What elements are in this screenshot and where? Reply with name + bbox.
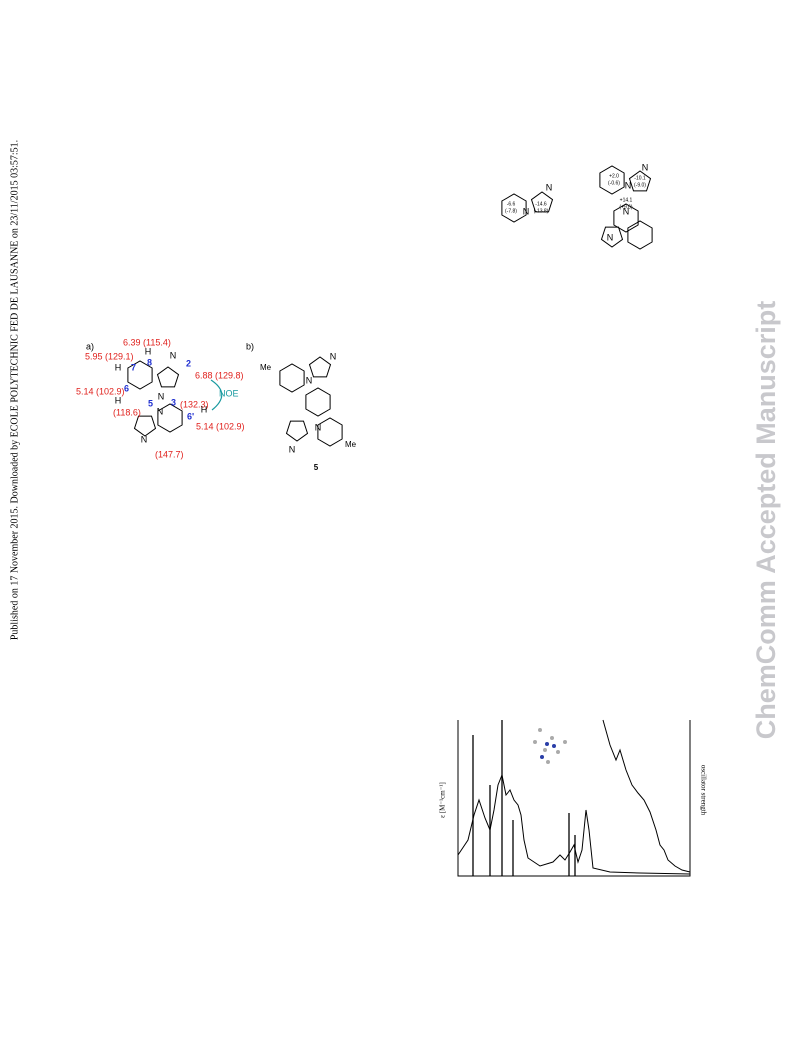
charge: (-7.8) [505, 208, 517, 214]
position: 2 [186, 358, 191, 368]
ring [285, 420, 309, 442]
position: 7 [131, 362, 136, 372]
shift: 5.14 (102.9) [76, 386, 125, 396]
atom: H [145, 346, 152, 356]
ring [599, 165, 625, 195]
atom: N [642, 162, 649, 172]
atom: N [170, 350, 177, 360]
atom: N [141, 434, 148, 444]
ring [127, 360, 153, 390]
plot-frame [457, 720, 691, 877]
ring [628, 170, 652, 192]
atom: N [623, 206, 630, 216]
ring [317, 417, 343, 447]
substituent: Me [260, 363, 272, 372]
atom: H [115, 362, 122, 372]
compound-number: 5 [314, 463, 319, 472]
shift: (118.6) [113, 407, 141, 417]
charge: (-13.8) [534, 208, 549, 214]
position: 5 [148, 398, 153, 408]
charge: (-0.6) [608, 180, 620, 186]
charge: +14.1 [620, 197, 633, 203]
atom: H [201, 404, 208, 414]
atom: N [306, 375, 313, 385]
ring [305, 387, 331, 417]
position: 6' [187, 411, 194, 421]
noe-arrow [210, 379, 223, 411]
substituent: Me [345, 440, 357, 449]
atom: N [523, 206, 530, 216]
charge: (-9.0) [634, 182, 646, 188]
noe-label: NOE [219, 388, 239, 398]
position: 8 [147, 357, 152, 367]
watermark: ChemComm Accepted Manuscript [751, 301, 781, 740]
y-axis-label: ε [M⁻¹cm⁻¹] [439, 782, 447, 818]
shift: 5.95 (129.1) [85, 351, 134, 361]
ring [600, 226, 624, 248]
ring [279, 363, 305, 393]
shift: 6.39 (115.4) [123, 337, 171, 347]
ring [157, 403, 183, 433]
shift: (132.3) [180, 399, 209, 409]
atom: H [115, 395, 122, 405]
ring [627, 220, 653, 250]
spectrum: ε [M⁻¹cm⁻¹] oscillator strength [439, 719, 707, 877]
charge: +2.0 [609, 173, 619, 179]
atom: N [330, 351, 337, 361]
structures [127, 165, 653, 447]
shift: 6.88 (129.8) [195, 370, 244, 380]
ring [613, 203, 639, 233]
atom: N [625, 180, 632, 190]
atom: N [157, 406, 164, 416]
charge: (+9.6) [619, 204, 633, 210]
ring [308, 356, 332, 378]
shift: (147.7) [155, 449, 184, 459]
ring [133, 415, 157, 437]
ring [530, 191, 554, 213]
position: 6 [124, 383, 129, 393]
ring [156, 366, 180, 388]
charge: -6.6 [507, 201, 516, 207]
ring [501, 193, 527, 223]
side-note: Published on 17 November 2015. Downloade… [9, 140, 20, 640]
panel-label: b) [246, 341, 254, 351]
atom: N [289, 444, 296, 454]
atom: N [546, 182, 553, 192]
charge: -14.6 [535, 201, 547, 207]
position: 3 [171, 397, 176, 407]
shift: 5.14 (102.9) [196, 421, 245, 431]
panel-label: a) [86, 341, 94, 351]
charge: -10.1 [634, 175, 646, 181]
atom: N [315, 422, 322, 432]
atom: N [158, 391, 165, 401]
atom: N [607, 232, 614, 242]
y2-axis-label: oscillator strength [699, 765, 707, 816]
